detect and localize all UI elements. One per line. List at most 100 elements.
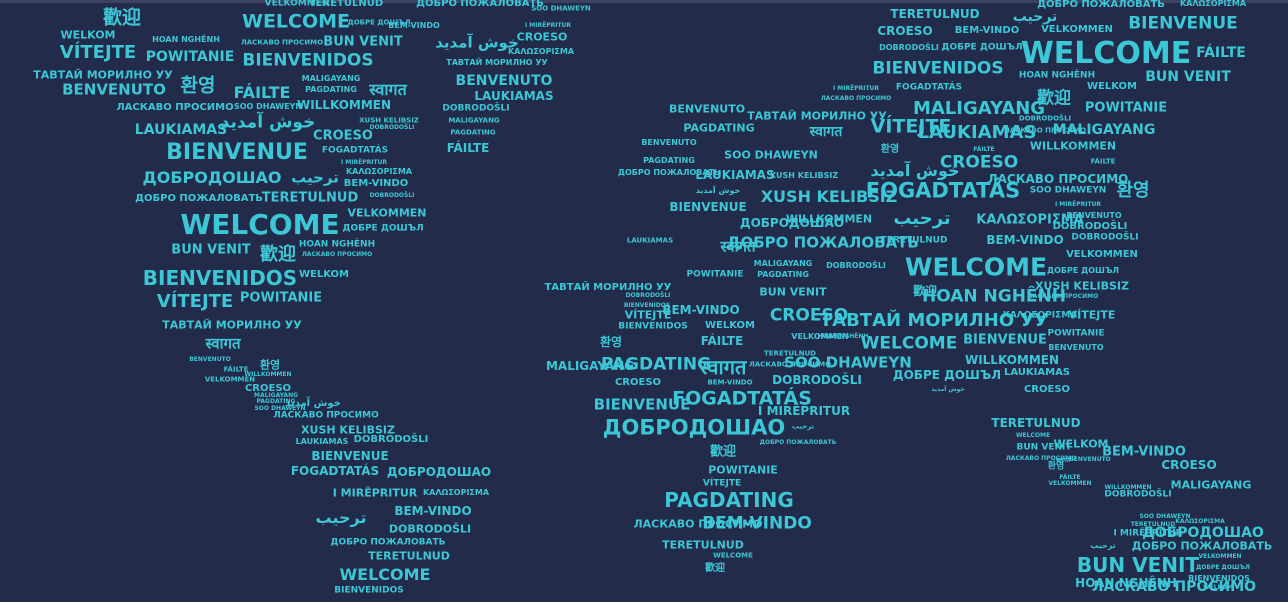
welcome-word: स्वागत (809, 124, 843, 140)
welcome-word: VÍTEJTE (1068, 308, 1116, 322)
welcome-word: LAUKIAMAS (695, 168, 775, 182)
welcome-word: BENVENUTO (189, 356, 231, 363)
welcome-word: TERETULNUD (662, 538, 744, 552)
welcome-word: ДОБРЕ ДОШЪЛ (892, 368, 1002, 382)
welcome-word: BEM-VINDO (388, 21, 440, 30)
top-border (0, 0, 1288, 3)
welcome-word: XUSH KELIBSIZ (359, 116, 419, 125)
welcome-word: HOAN NGHÊNH (921, 286, 1067, 307)
welcome-word: WELKOM (1087, 81, 1137, 92)
welcome-word: ДОБРОДОШАО (1142, 525, 1264, 541)
welcome-word: ДОБРО ПОЖАЛОВАТЬ (1037, 0, 1165, 10)
welcome-word: XUSH KELIBSIZ (769, 171, 839, 180)
welcome-word: BEM-VINDO (707, 378, 753, 387)
welcome-word: FOGADTATÁS (290, 464, 380, 478)
welcome-word: PAGDATING (664, 488, 794, 512)
welcome-word: DOBRODOŠLI (826, 261, 886, 270)
welcome-word: XUSH KELIBSIZ (1035, 279, 1129, 293)
welcome-word: CROESO (939, 152, 1019, 173)
welcome-word: 歡迎 (260, 244, 296, 265)
welcome-word: FÁILTE (1196, 45, 1246, 61)
welcome-word: BIENVENUE (166, 140, 308, 165)
welcome-word: SOO DHAWEYN (254, 405, 306, 412)
welcome-word: LAUKIAMAS (1003, 367, 1071, 378)
welcome-word: LAUKIAMAS (626, 236, 674, 245)
welcome-word: TERETULNUD (991, 416, 1081, 430)
welcome-word: BIENVENIDOS (618, 321, 688, 332)
welcome-word: ЛАСКАВО ПРОСИМО (1027, 293, 1099, 300)
welcome-word: SOO DHAWEYN (233, 102, 303, 111)
welcome-word: VELKOMMEN (204, 375, 256, 384)
welcome-word: ЛАСКАВО ПРОСИМО (633, 517, 763, 531)
welcome-word: ТАВТАЙ МОРИЛНО УУ (33, 68, 173, 82)
welcome-word: ДОБРЕ ДОШЪЛ (941, 42, 1023, 53)
welcome-word: DOBRODOŠLI (442, 103, 510, 114)
welcome-word: ДОБРЕ ДОШЪЛ (1046, 266, 1120, 275)
welcome-word: TERETULNUD (763, 349, 817, 358)
welcome-word: ترحيب (1090, 541, 1116, 550)
welcome-word: स्वागत (720, 237, 756, 256)
welcome-word: ЛАСКАВО ПРОСИМО (1005, 455, 1077, 462)
welcome-word: VÍTEJTE (156, 291, 234, 312)
welcome-word: FOGADTATÁS (321, 145, 389, 156)
welcome-word: خوش آمدید (435, 33, 519, 52)
welcome-word: TERETULNUD (880, 235, 948, 246)
welcome-word: ДОБРЕ ДОШЪЛ (347, 18, 411, 27)
welcome-word: ЛАСКАВО ПРОСИМО (116, 102, 234, 113)
welcome-word: CROESO (1023, 384, 1071, 395)
welcome-word: ترحيب (315, 508, 367, 527)
welcome-word: ЛАСКАВО ПРОСИМО (748, 360, 832, 369)
welcome-word: VÍTEJTE (702, 478, 742, 489)
welcome-word: POWITANIE (145, 49, 235, 65)
welcome-word: BEM-VINDO (343, 178, 409, 189)
welcome-word: CROESO (614, 377, 662, 388)
welcome-word: WELCOME (1015, 432, 1051, 439)
welcome-word: VELKOMMEN (347, 206, 427, 220)
welcome-word: CROESO (1161, 458, 1217, 472)
welcome-word: ترحيب (291, 168, 339, 187)
welcome-word: BUN VENIT (171, 242, 251, 258)
welcome-word: BENVENUTO (455, 73, 553, 89)
welcome-word: VELKOMMEN (1041, 24, 1113, 35)
welcome-word: WILLKOMMEN (1104, 484, 1152, 491)
welcome-word: WELKOM (705, 320, 755, 331)
welcome-word: WELCOME (1020, 36, 1192, 71)
welcome-word: 歡迎 (709, 444, 737, 460)
welcome-word: ЛАСКАВО ПРОСИМО (1003, 126, 1087, 135)
welcome-word: SOO DHAWEYN (784, 353, 912, 372)
welcome-word: ДОБРЕ ДОШЪЛ (342, 223, 424, 234)
welcome-word: DOBRODOŠLI (1052, 221, 1128, 232)
welcome-word: WELCOME (339, 565, 431, 584)
welcome-word: DOBRODOŠLI (772, 373, 862, 387)
welcome-word: DOBRODOŠLI (369, 192, 415, 199)
welcome-word: CROESO (244, 383, 292, 394)
welcome-word: BENVENUTO (1066, 211, 1122, 220)
welcome-word: TERETULNUD (261, 190, 359, 206)
welcome-word: PAGDATING (450, 128, 496, 137)
welcome-word: DOBRODOŠLI (625, 292, 671, 299)
welcome-word: FOGADTATÁS (895, 82, 963, 93)
welcome-word: 歡迎 (102, 6, 142, 29)
welcome-word: 환영 (180, 74, 216, 97)
welcome-word: WELCOME (241, 10, 351, 33)
welcome-word: ТАВТАЙ МОРИЛНО УУ (747, 109, 887, 123)
welcome-word: 歡迎 (705, 563, 725, 574)
welcome-word: POWITANIE (1084, 100, 1168, 116)
welcome-word: خوش آمدید (695, 186, 741, 195)
welcome-word: ДОБРЕ ДОШЪЛ (1195, 564, 1251, 571)
welcome-word: ТАВТАЙ МОРИЛНО УУ (544, 282, 672, 293)
welcome-word: DOBRODOŠLI (1071, 232, 1139, 243)
welcome-word: 환영 (880, 144, 900, 155)
welcome-word: स्वागत (369, 80, 407, 99)
welcome-word: MALIGAYANG (448, 116, 500, 125)
welcome-word: FÁILTE (446, 141, 490, 155)
welcome-word: BIENVENIDOS (334, 585, 404, 596)
welcome-word: BEM-VINDO (702, 513, 812, 534)
welcome-word: BUN VENIT (1145, 69, 1231, 85)
welcome-word: POWITANIE (1047, 328, 1105, 339)
welcome-word: TERETULNUD (368, 549, 450, 563)
welcome-word: LAUKIAMAS (295, 437, 349, 446)
welcome-word: HOAN NGHÊNH (817, 333, 869, 340)
welcome-word: LAUKIAMAS (134, 122, 228, 138)
